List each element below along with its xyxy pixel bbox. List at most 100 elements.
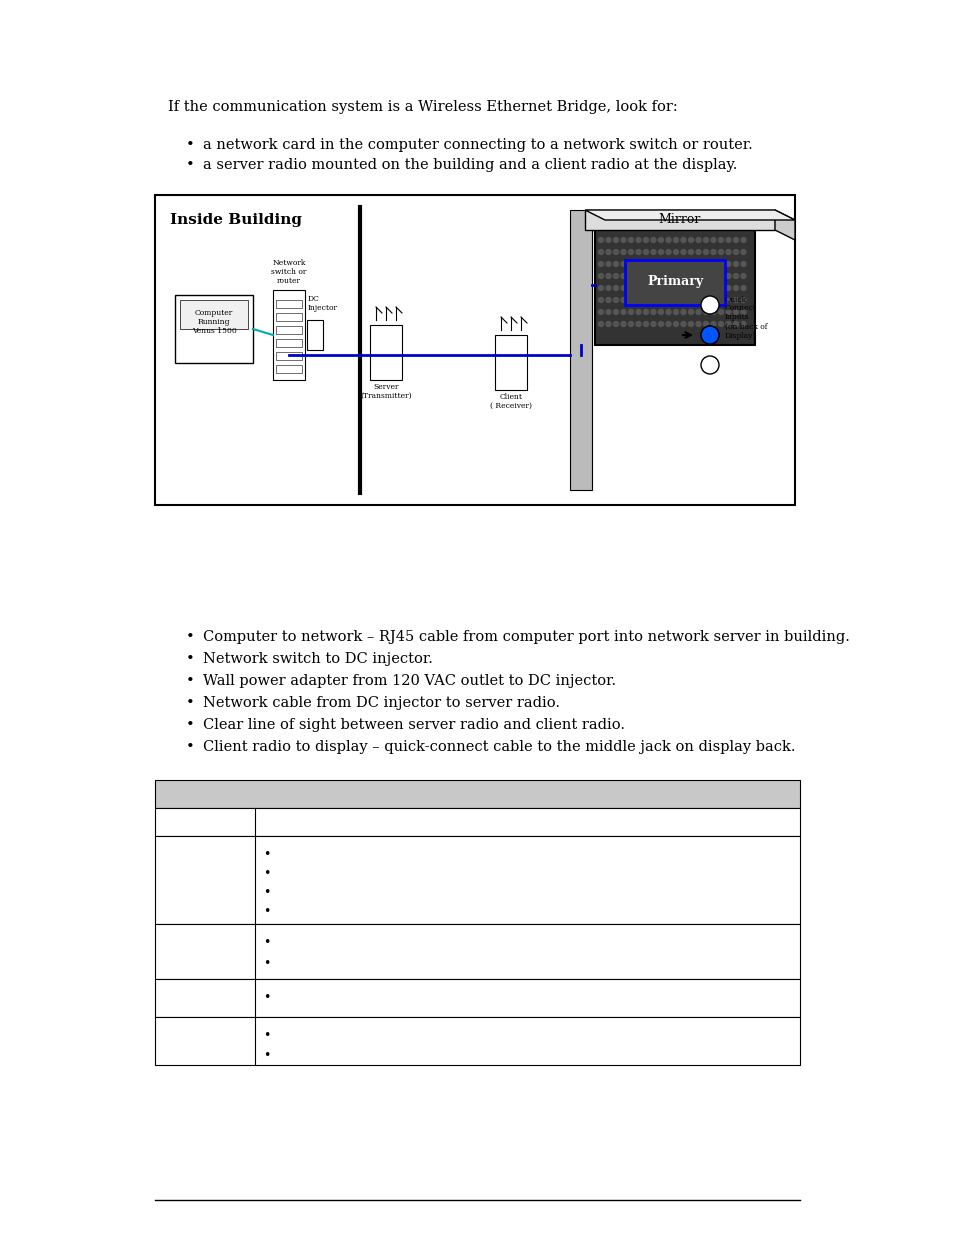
Circle shape (718, 285, 722, 290)
Circle shape (680, 237, 685, 242)
Bar (154, 836, 800, 924)
Circle shape (643, 310, 648, 315)
Text: •: • (263, 1049, 270, 1062)
Text: •: • (186, 740, 194, 755)
Circle shape (740, 298, 745, 303)
Circle shape (605, 321, 610, 326)
Circle shape (688, 285, 693, 290)
Circle shape (673, 273, 678, 279)
Circle shape (725, 298, 730, 303)
Text: DC
Injector: DC Injector (308, 295, 337, 312)
Circle shape (636, 298, 640, 303)
Text: •: • (263, 936, 270, 948)
Circle shape (643, 285, 648, 290)
Circle shape (673, 262, 678, 267)
Circle shape (740, 249, 745, 254)
Bar (624, 261, 724, 305)
Circle shape (702, 321, 708, 326)
Text: If the communication system is a Wireless Ethernet Bridge, look for:: If the communication system is a Wireles… (168, 100, 677, 114)
Bar (273, 290, 305, 380)
Circle shape (718, 298, 722, 303)
Circle shape (680, 298, 685, 303)
Text: Quick
Connect
Inputs
(on back of
Display): Quick Connect Inputs (on back of Display… (724, 295, 767, 340)
Circle shape (665, 262, 670, 267)
Circle shape (696, 298, 700, 303)
Bar (275, 300, 302, 308)
Circle shape (688, 237, 693, 242)
Circle shape (696, 273, 700, 279)
Circle shape (643, 273, 648, 279)
Circle shape (718, 237, 722, 242)
Text: •: • (186, 652, 194, 666)
Circle shape (658, 237, 662, 242)
Polygon shape (774, 210, 794, 240)
Circle shape (700, 326, 719, 345)
Circle shape (650, 321, 656, 326)
Text: •: • (186, 718, 194, 732)
Circle shape (725, 285, 730, 290)
Circle shape (628, 249, 633, 254)
Circle shape (673, 285, 678, 290)
Circle shape (658, 273, 662, 279)
Circle shape (628, 298, 633, 303)
Circle shape (696, 237, 700, 242)
Bar (180, 300, 248, 329)
Circle shape (613, 262, 618, 267)
Text: •: • (263, 848, 270, 861)
Text: Server
(Transmitter): Server (Transmitter) (360, 383, 412, 400)
Bar (275, 312, 302, 321)
Circle shape (605, 249, 610, 254)
Circle shape (725, 237, 730, 242)
Circle shape (620, 285, 625, 290)
Circle shape (628, 273, 633, 279)
Bar (370, 325, 401, 380)
Circle shape (710, 298, 716, 303)
Circle shape (643, 249, 648, 254)
Circle shape (620, 237, 625, 242)
Text: Mirror: Mirror (659, 212, 700, 226)
Circle shape (658, 321, 662, 326)
Circle shape (665, 321, 670, 326)
Circle shape (613, 273, 618, 279)
Circle shape (702, 310, 708, 315)
Circle shape (665, 249, 670, 254)
Circle shape (710, 310, 716, 315)
Circle shape (740, 273, 745, 279)
Text: Client radio to display – quick-connect cable to the middle jack on display back: Client radio to display – quick-connect … (203, 740, 795, 755)
Circle shape (658, 249, 662, 254)
Text: •: • (186, 630, 194, 643)
Circle shape (710, 237, 716, 242)
Circle shape (628, 321, 633, 326)
Bar (569, 210, 592, 490)
Circle shape (740, 321, 745, 326)
Text: •: • (186, 697, 194, 710)
Circle shape (740, 237, 745, 242)
Circle shape (613, 237, 618, 242)
Circle shape (636, 321, 640, 326)
Text: •: • (263, 990, 270, 1004)
Circle shape (613, 310, 618, 315)
Circle shape (688, 321, 693, 326)
Circle shape (598, 298, 603, 303)
Circle shape (725, 321, 730, 326)
Circle shape (658, 285, 662, 290)
Circle shape (696, 321, 700, 326)
Text: •: • (263, 1029, 270, 1042)
Bar (275, 326, 302, 333)
Circle shape (710, 321, 716, 326)
Circle shape (673, 249, 678, 254)
Circle shape (680, 249, 685, 254)
Circle shape (643, 262, 648, 267)
Circle shape (725, 262, 730, 267)
Bar (275, 366, 302, 373)
Circle shape (688, 249, 693, 254)
Circle shape (680, 310, 685, 315)
Circle shape (688, 310, 693, 315)
Circle shape (636, 237, 640, 242)
Circle shape (598, 262, 603, 267)
Text: Primary: Primary (646, 275, 702, 288)
Bar (154, 808, 800, 836)
Circle shape (620, 321, 625, 326)
Circle shape (710, 249, 716, 254)
Circle shape (702, 285, 708, 290)
